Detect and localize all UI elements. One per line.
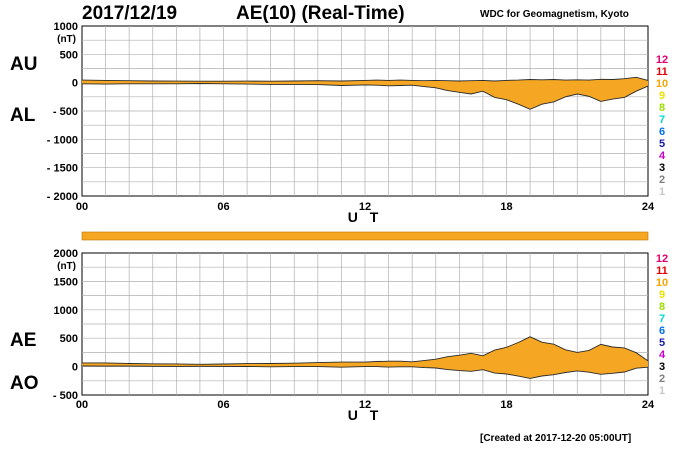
- legend-count-3: 3: [659, 361, 665, 373]
- y-tick-label: 2000: [54, 248, 78, 260]
- source-label: WDC for Geomagnetism, Kyoto: [480, 9, 629, 20]
- legend-count-5: 5: [659, 337, 665, 349]
- legend-count-9: 9: [659, 289, 665, 301]
- y-tick-label: 500: [60, 49, 78, 61]
- date-title: 2017/12/19: [82, 3, 178, 24]
- legend-count-2: 2: [659, 373, 665, 385]
- series-area-fill: [82, 336, 648, 379]
- series-line-au: [81, 76, 649, 82]
- x-tick-label: 06: [217, 201, 229, 213]
- x-tick-label: 24: [642, 399, 655, 411]
- y-tick-label: - 500: [53, 106, 78, 118]
- y-tick-label: 1500: [54, 276, 78, 288]
- legend-count-10: 10: [656, 277, 668, 289]
- x-tick-label: 06: [217, 399, 229, 411]
- legend-count-4: 4: [659, 349, 666, 361]
- legend-count-2: 2: [659, 174, 665, 186]
- legend-count-11: 11: [656, 66, 668, 78]
- legend-count-3: 3: [659, 162, 665, 174]
- lower-series-label: AO: [10, 373, 39, 394]
- series-line-ao: [81, 365, 649, 379]
- legend-count-7: 7: [659, 114, 665, 126]
- y-tick-label: - 1000: [47, 134, 78, 146]
- legend-count-8: 8: [659, 102, 665, 114]
- lower-series-label: AL: [10, 105, 36, 126]
- legend-count-12: 12: [656, 54, 668, 66]
- legend-count-5: 5: [659, 138, 665, 150]
- legend-count-11: 11: [656, 265, 668, 277]
- y-tick-label: 1000: [54, 305, 78, 317]
- x-tick-label: 12: [359, 201, 371, 213]
- x-tick-label: 12: [359, 399, 371, 411]
- y-unit-label: (nT): [57, 34, 76, 45]
- y-tick-label: 0: [72, 362, 78, 374]
- y-tick-label: 1000: [54, 21, 78, 33]
- x-tick-label: 00: [76, 399, 88, 411]
- x-axis-label: U T: [348, 209, 383, 225]
- legend-count-7: 7: [659, 313, 665, 325]
- x-tick-label: 18: [500, 201, 512, 213]
- legend-count-6: 6: [659, 325, 665, 337]
- x-tick-label: 24: [642, 201, 655, 213]
- legend-count-1: 1: [659, 186, 665, 198]
- y-tick-label: - 2000: [47, 191, 78, 203]
- upper-series-label: AE: [10, 330, 36, 351]
- upper-series-label: AU: [10, 54, 37, 75]
- legend-count-9: 9: [659, 90, 665, 102]
- y-tick-label: 500: [60, 333, 78, 345]
- series-line-ae: [82, 336, 649, 365]
- x-tick-label: 00: [76, 201, 88, 213]
- legend-count-12: 12: [656, 253, 668, 265]
- legend-count-1: 1: [659, 385, 665, 397]
- legend-count-8: 8: [659, 301, 665, 313]
- x-tick-label: 18: [500, 399, 512, 411]
- y-tick-label: - 1500: [47, 163, 78, 175]
- series-line-al: [81, 83, 649, 110]
- data-coverage-bar: [81, 231, 649, 241]
- series-area-fill: [82, 77, 648, 110]
- legend-count-6: 6: [659, 126, 665, 138]
- legend-count-10: 10: [656, 78, 668, 90]
- y-tick-label: - 500: [53, 390, 78, 402]
- chart-title: AE(10) (Real-Time): [236, 3, 405, 24]
- y-tick-label: 0: [72, 78, 78, 90]
- legend-count-4: 4: [659, 150, 666, 162]
- created-timestamp: [Created at 2017-12-20 05:00UT]: [480, 433, 632, 444]
- y-unit-label: (nT): [57, 261, 76, 272]
- x-axis-label: U T: [348, 407, 383, 423]
